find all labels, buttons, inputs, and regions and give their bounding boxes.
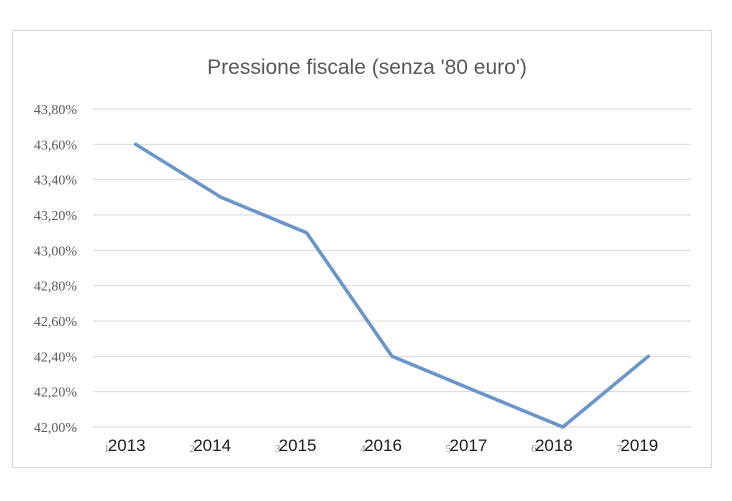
x-tick-label: 2013 — [108, 436, 146, 455]
x-tick-label: 2014 — [193, 436, 231, 455]
y-tick-label: 43,20% — [34, 209, 78, 224]
y-tick-label: 42,20% — [34, 386, 78, 401]
y-tick-label: 42,60% — [34, 315, 78, 330]
x-tick-label: 2015 — [279, 436, 317, 455]
y-tick-label: 42,00% — [34, 421, 78, 436]
x-tick-label: 2019 — [620, 436, 658, 455]
x-index-label: 4 — [360, 443, 366, 455]
line-chart: Pressione fiscale (senza '80 euro') 42,0… — [34, 56, 691, 455]
y-axis-tick-labels: 42,00% 42,20% 42,40% 42,60% 42,80% 43,00% 43,2… — [34, 103, 78, 436]
x-tick-label: 2016 — [364, 436, 402, 455]
series-line — [133, 142, 651, 429]
x-tick-label: 2017 — [450, 436, 488, 455]
y-tick-label: 42,80% — [34, 280, 78, 295]
x-index-label: 5 — [446, 443, 452, 455]
y-tick-label: 43,60% — [34, 138, 78, 153]
x-index-label: 2 — [189, 443, 195, 455]
gridlines — [93, 108, 691, 428]
x-index-label: 3 — [275, 443, 281, 455]
y-tick-label: 43,00% — [34, 244, 78, 259]
x-index-label: 7 — [617, 443, 623, 455]
chart-frame: Pressione fiscale (senza '80 euro') 42,0… — [12, 30, 712, 468]
y-tick-label: 43,80% — [34, 103, 78, 118]
series-layer — [133, 142, 651, 429]
chart-title: Pressione fiscale (senza '80 euro') — [207, 56, 527, 79]
y-tick-label: 42,40% — [34, 350, 78, 365]
x-tick-label: 2018 — [535, 436, 573, 455]
y-tick-label: 43,40% — [34, 174, 78, 189]
x-index-label: 1 — [104, 443, 110, 455]
x-index-label: 6 — [531, 443, 537, 455]
